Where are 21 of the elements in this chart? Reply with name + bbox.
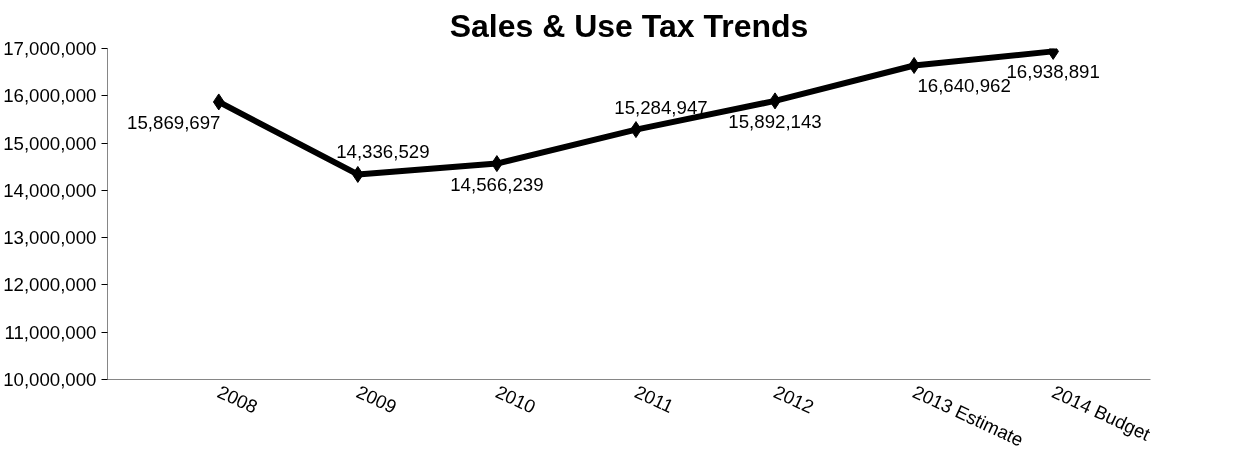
text: 15,869,697 [127,111,221,133]
y-tick-label: 11,000,000 [4,321,97,343]
point [212,93,225,111]
text: 14,566,239 [450,173,544,195]
x-tick-label: 2012 [770,380,818,418]
y-tick-label: 16,000,000 [3,85,97,107]
y-tick-label: 12,000,000 [3,274,97,296]
point [351,165,364,183]
y-tick-label: 14,000,000 [3,179,97,201]
text: 15,892,143 [728,110,822,132]
x-tick-label: 2011 [631,380,677,417]
x-tick-label: 2008 [214,380,261,418]
y-tick-label: 17,000,000 [3,38,97,59]
text: 15,284,947 [614,96,708,118]
y-tick-label: 15,000,000 [3,132,97,154]
y-tick-label: 10,000,000 [3,369,97,390]
chart-title: Sales & Use Tax Trends [449,7,809,44]
text: 14,336,529 [336,141,430,163]
x-tick-label: 2009 [353,380,400,418]
y-tick-label: 13,000,000 [3,227,97,249]
x-tick-label: 2010 [492,380,539,418]
